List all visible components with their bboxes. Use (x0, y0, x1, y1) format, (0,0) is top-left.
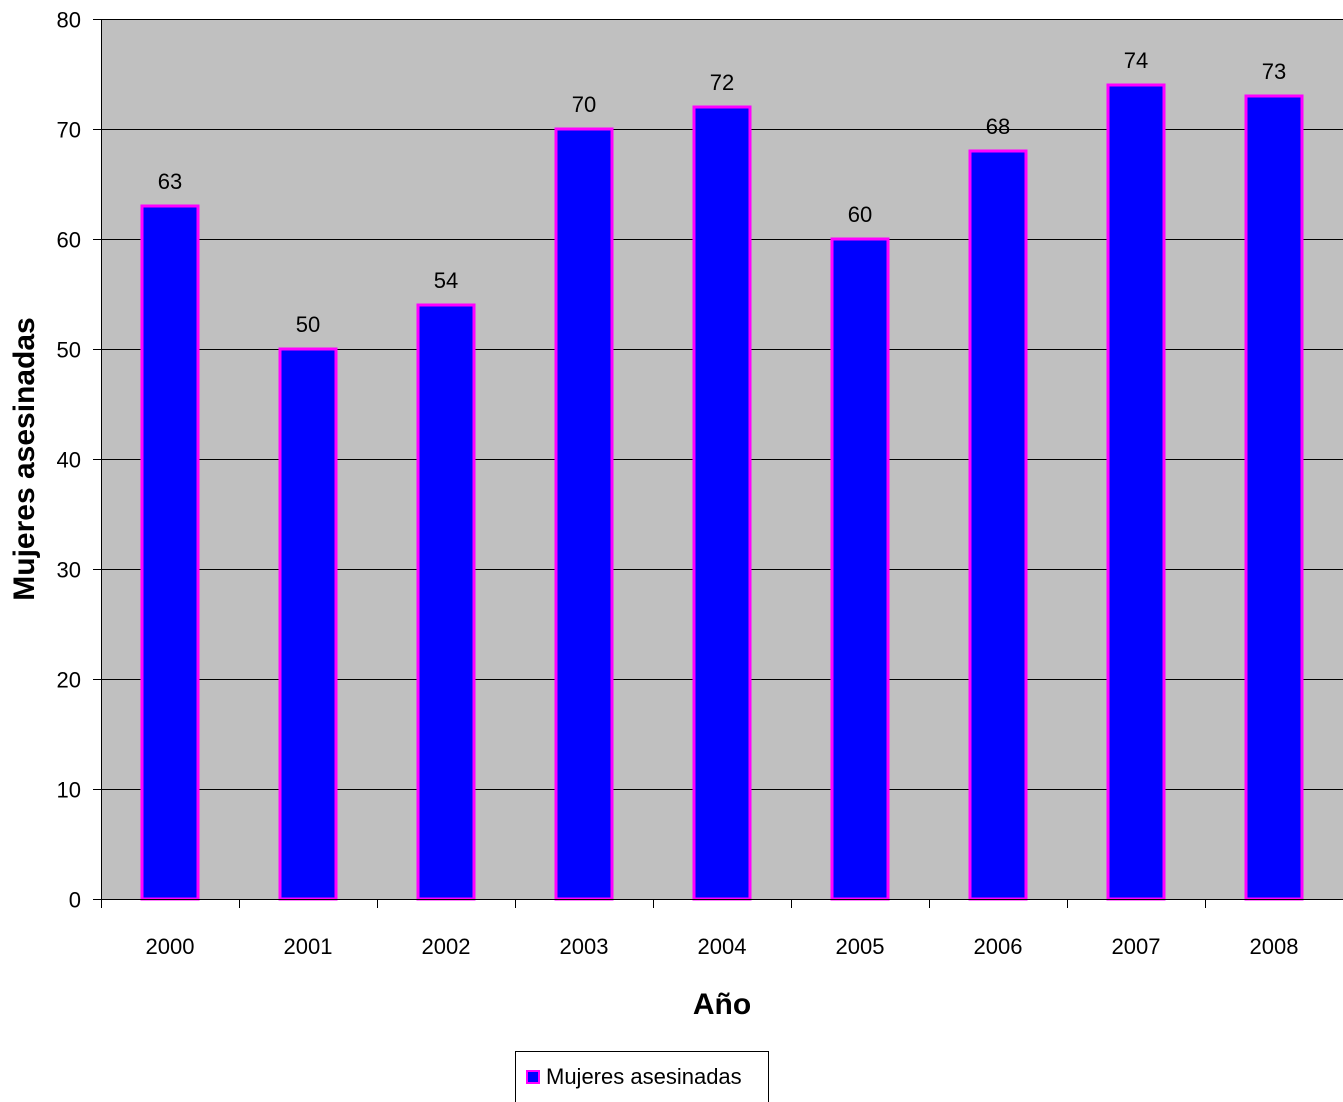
x-tick-label: 2007 (1112, 934, 1161, 959)
y-axis-ticks: 0 10 20 30 40 50 60 70 80 (57, 8, 101, 913)
bar (140, 204, 200, 901)
axes (101, 19, 1343, 900)
data-labels: 63 50 54 70 72 60 68 74 73 (158, 48, 1286, 337)
bars (140, 83, 1304, 901)
data-label: 74 (1124, 48, 1148, 73)
data-label: 50 (296, 312, 320, 337)
y-tick-label: 40 (57, 448, 81, 473)
y-axis-title: Mujeres asesinadas (8, 317, 41, 601)
bar (830, 237, 890, 901)
y-tick-label: 0 (69, 888, 81, 913)
bar (1244, 94, 1304, 901)
bar (554, 127, 614, 901)
x-tick-label: 2004 (698, 934, 747, 959)
x-tick-label: 2005 (836, 934, 885, 959)
data-label: 63 (158, 169, 182, 194)
y-tick-label: 50 (57, 338, 81, 363)
legend-swatch (526, 1070, 540, 1084)
bar (416, 303, 476, 901)
x-tick-label: 2006 (974, 934, 1023, 959)
y-tick-label: 80 (57, 8, 81, 33)
x-tick-label: 2003 (560, 934, 609, 959)
x-axis-title: Año (693, 988, 751, 1021)
bar (692, 105, 752, 901)
x-tick-label: 2002 (422, 934, 471, 959)
legend: Mujeres asesinadas (515, 1051, 769, 1102)
data-label: 54 (434, 268, 458, 293)
x-tick-label: 2008 (1250, 934, 1299, 959)
data-label: 70 (572, 92, 596, 117)
y-tick-label: 30 (57, 558, 81, 583)
legend-label: Mujeres asesinadas (546, 1064, 742, 1089)
x-tick-label: 2000 (146, 934, 195, 959)
y-tick-label: 70 (57, 118, 81, 143)
bar (278, 347, 338, 901)
data-label: 68 (986, 114, 1010, 139)
data-label: 60 (848, 202, 872, 227)
data-label: 72 (710, 70, 734, 95)
bar (1106, 83, 1166, 901)
bar (968, 149, 1028, 901)
y-tick-label: 20 (57, 668, 81, 693)
y-tick-label: 10 (57, 778, 81, 803)
x-axis-ticks: 2000 2001 2002 2003 2004 2005 2006 2007 2008 (101, 899, 1299, 959)
data-label: 73 (1262, 59, 1286, 84)
y-tick-label: 60 (57, 228, 81, 253)
x-tick-label: 2001 (284, 934, 333, 959)
